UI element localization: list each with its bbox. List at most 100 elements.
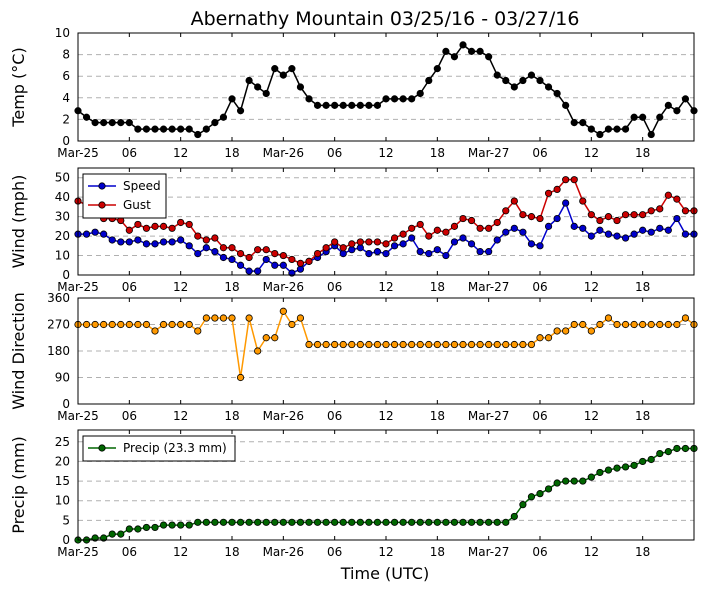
data-point	[219, 314, 228, 322]
data-point	[399, 230, 407, 238]
data-point	[399, 340, 407, 349]
data-point	[408, 518, 416, 526]
y-tick-label: 8	[62, 48, 70, 62]
data-point	[416, 248, 424, 256]
y-tick-label: 10	[55, 249, 70, 263]
data-point	[390, 340, 399, 349]
data-point	[236, 261, 245, 269]
x-tick-label: 18	[430, 545, 445, 559]
data-point	[416, 220, 424, 229]
data-point	[485, 340, 493, 349]
x-tick-label: Mar-27	[468, 409, 509, 423]
y-tick-label: 0	[62, 268, 70, 282]
data-point	[408, 340, 416, 349]
data-point	[125, 320, 133, 329]
data-point	[365, 101, 373, 109]
data-point	[604, 230, 613, 238]
data-point	[510, 224, 518, 232]
data-point	[562, 176, 570, 184]
data-point	[159, 320, 168, 329]
data-point	[296, 314, 305, 322]
data-point	[416, 340, 424, 349]
data-point	[450, 53, 459, 61]
data-point	[390, 234, 399, 242]
data-point	[125, 238, 133, 246]
data-point	[305, 340, 313, 349]
y-tick-label: 360	[47, 291, 70, 305]
data-point	[570, 119, 578, 127]
data-point	[117, 238, 125, 246]
data-point	[82, 113, 91, 121]
data-point	[579, 119, 587, 127]
y-tick-label: 4	[62, 91, 70, 105]
data-point	[185, 220, 193, 229]
x-tick-label: 12	[584, 409, 599, 423]
data-point	[664, 320, 672, 329]
data-point	[185, 242, 193, 250]
data-point	[279, 261, 287, 269]
y-tick-label: 20	[55, 229, 70, 243]
data-point	[656, 113, 664, 121]
data-point	[134, 320, 142, 329]
data-point	[587, 232, 595, 240]
data-point	[502, 518, 510, 526]
x-tick-label: 18	[635, 545, 650, 559]
x-tick-label: 18	[224, 545, 239, 559]
data-point	[459, 214, 467, 223]
data-point	[681, 314, 690, 322]
data-point	[177, 320, 185, 329]
data-point	[202, 125, 210, 133]
plot-frame	[77, 429, 695, 541]
data-point	[211, 119, 219, 127]
data-point	[100, 119, 108, 127]
data-point	[630, 320, 638, 329]
data-point	[621, 234, 630, 242]
data-point	[527, 213, 536, 221]
data-point	[544, 334, 553, 342]
data-point	[202, 314, 210, 322]
data-point	[673, 107, 681, 115]
data-point	[82, 320, 91, 329]
data-point	[82, 230, 91, 238]
y-tick-label: 40	[55, 190, 70, 204]
x-tick-label: Mar-26	[263, 545, 304, 559]
data-point	[639, 226, 647, 234]
x-tick-label: 18	[430, 280, 445, 294]
data-point	[211, 518, 219, 526]
data-point	[177, 218, 185, 227]
data-point	[194, 250, 202, 258]
data-point	[348, 101, 356, 109]
x-tick-label: 12	[584, 280, 599, 294]
data-point	[142, 523, 151, 532]
data-point	[288, 65, 296, 73]
data-point	[656, 449, 664, 458]
chart-title: Abernathy Mountain 03/25/16 - 03/27/16	[191, 8, 580, 30]
data-point	[219, 113, 228, 121]
data-point	[271, 65, 279, 73]
panel-1: 0 2 4 6 8 10 Mar-25 06 12 18 Mar-26 06 12 18 Mar-27 06 1…	[9, 26, 698, 160]
x-tick-label: 12	[378, 545, 393, 559]
data-point	[493, 71, 501, 79]
data-point	[596, 320, 604, 329]
legend-swatch-marker	[98, 444, 106, 452]
data-point	[450, 340, 459, 349]
data-point	[673, 195, 681, 203]
data-point	[288, 255, 296, 264]
data-point	[579, 320, 587, 329]
x-tick-label: Mar-26	[263, 280, 304, 294]
data-point	[194, 518, 202, 526]
data-point	[510, 512, 518, 521]
legend-swatch-marker	[98, 182, 106, 190]
data-point	[373, 101, 382, 109]
data-point	[185, 125, 193, 133]
data-point	[339, 244, 347, 252]
data-point	[570, 222, 578, 230]
data-point	[159, 125, 168, 133]
data-point	[562, 199, 570, 207]
data-point	[279, 71, 287, 79]
data-point	[587, 125, 595, 133]
data-point	[459, 518, 467, 526]
y-tick-label: 180	[47, 344, 70, 358]
x-tick-label: 12	[173, 280, 188, 294]
data-point	[194, 232, 202, 240]
